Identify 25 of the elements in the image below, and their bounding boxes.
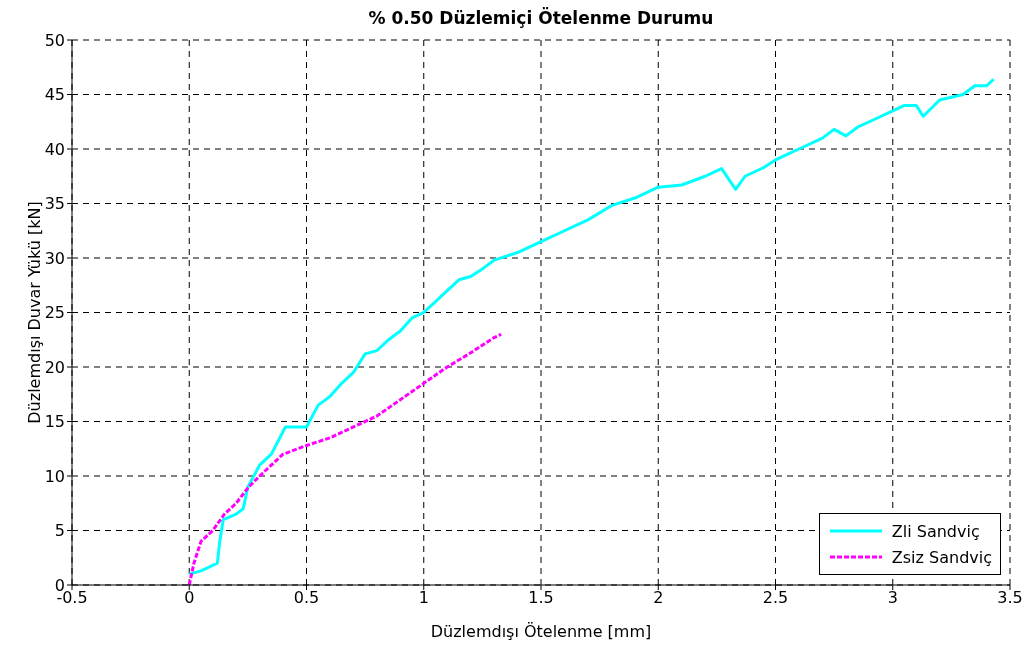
legend-label: Zli Sandviç [891,521,980,541]
x-tick-label: 1 [418,588,429,608]
y-axis-title: Düzlemdışı Duvar Yükü [kN] [24,201,44,424]
x-tick-label: 2.5 [762,588,789,608]
y-tick-label: 15 [44,412,65,432]
y-tick-label: 45 [44,85,65,105]
chart-title: % 0.50 Düzlemiçi Ötelenme Durumu [367,8,715,28]
y-tick-label: 50 [44,30,65,50]
y-tick-label: 40 [44,139,65,159]
y-tick-label: 25 [44,303,65,323]
x-tick-label: 0 [184,588,195,608]
x-tick-label: 3 [887,588,898,608]
y-tick-label: 10 [44,466,65,486]
x-tick-label: 1.5 [528,588,554,608]
line-series [187,77,996,576]
y-tick-label: 30 [44,248,65,268]
y-tick-label: 5 [54,521,65,541]
legend-label: Zsiz Sandviç [891,547,992,567]
y-tick-label: 35 [44,194,65,214]
y-tick-label: 20 [44,357,65,377]
x-tick-label: 3.5 [997,588,1023,608]
x-axis-title: Düzlemdışı Ötelenme [mm] [430,622,652,641]
x-tick-label: 0.5 [293,588,320,608]
x-tick-label: 2 [653,588,664,608]
line-series [187,332,503,585]
